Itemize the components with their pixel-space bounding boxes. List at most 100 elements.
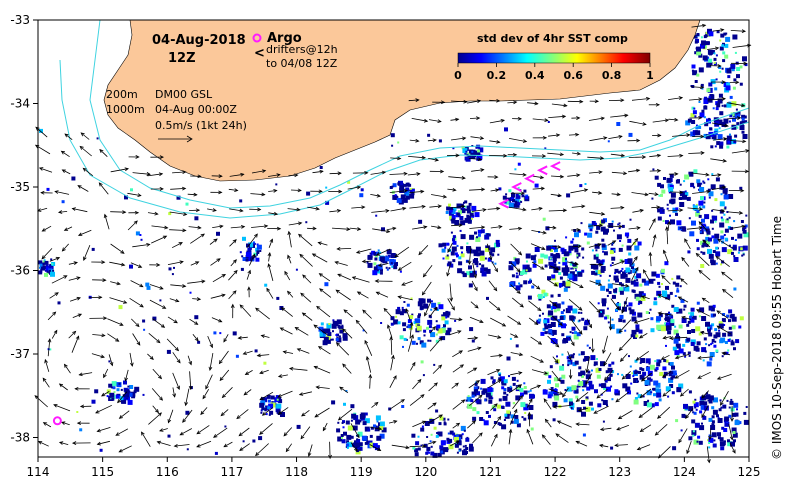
current-vector-head	[665, 226, 669, 231]
sst-pixel	[242, 257, 247, 261]
sst-pixel	[724, 341, 728, 344]
sst-pixel	[331, 400, 336, 405]
current-vector	[59, 383, 68, 391]
sst-pixel	[256, 243, 259, 246]
sst-pixel	[674, 295, 677, 297]
sst-pixel	[735, 113, 740, 119]
current-vector	[628, 227, 640, 230]
sst-pixel	[647, 399, 650, 402]
sst-pixel	[485, 268, 491, 274]
sst-pixel	[428, 451, 430, 454]
sst-pixel	[375, 214, 378, 217]
sst-pixel	[710, 184, 716, 190]
current-vector-head	[657, 133, 662, 138]
current-vector-head	[343, 309, 348, 314]
current-vector	[212, 225, 223, 228]
sst-pixel	[729, 400, 734, 405]
current-vector	[451, 382, 459, 389]
current-vector	[302, 312, 313, 321]
sst-pixel	[556, 355, 558, 358]
sst-pixel	[558, 261, 561, 264]
sst-pixel	[635, 296, 640, 301]
sst-pixel	[239, 199, 243, 203]
sst-pixel	[708, 82, 713, 87]
current-vector	[675, 353, 690, 359]
sst-pixel	[678, 383, 684, 389]
sst-pixel	[336, 319, 342, 325]
sst-pixel	[574, 389, 579, 394]
current-vector-head	[63, 363, 68, 368]
sst-pixel	[519, 284, 523, 288]
sst-pixel	[591, 369, 593, 372]
sst-pixel	[700, 196, 704, 200]
sst-pixel	[411, 340, 416, 345]
sst-pixel	[472, 416, 477, 421]
current-vector-head	[311, 253, 317, 258]
sst-pixel	[613, 249, 616, 252]
sst-pixel	[562, 260, 568, 266]
current-vector	[110, 168, 129, 173]
sst-pixel	[714, 220, 717, 223]
sst-pixel	[635, 328, 640, 333]
current-vector-head	[570, 341, 575, 347]
current-vector	[489, 99, 500, 102]
sst-pixel	[359, 193, 364, 198]
sst-pixel	[665, 322, 671, 328]
current-vector-head	[410, 334, 414, 339]
sst-pixel	[351, 413, 357, 419]
x-tick-label: 118	[285, 465, 308, 479]
sst-pixel	[699, 187, 705, 192]
sst-pixel	[168, 212, 172, 216]
current-vector-head	[538, 206, 543, 211]
current-vector	[268, 212, 278, 215]
sst-pixel	[318, 326, 324, 332]
sst-pixel	[501, 406, 505, 409]
current-vector-head	[405, 308, 409, 313]
current-vector	[678, 296, 689, 303]
current-vector-head	[567, 355, 572, 361]
current-vector	[268, 239, 273, 248]
current-vector-head	[223, 338, 228, 343]
current-vector	[510, 352, 523, 356]
sst-pixel	[427, 133, 431, 137]
argo-legend-label: Argo	[267, 31, 302, 46]
current-vector	[83, 167, 94, 177]
sst-pixel	[719, 399, 722, 402]
current-vector	[712, 138, 727, 141]
current-vector-head	[179, 260, 184, 265]
sst-pixel	[448, 203, 451, 207]
sst-pixel	[738, 325, 742, 329]
current-vector	[552, 356, 559, 364]
current-vector	[189, 318, 198, 325]
current-vector	[298, 233, 313, 247]
sst-pixel	[727, 338, 731, 342]
sst-pixel	[275, 183, 278, 186]
sst-pixel	[547, 394, 552, 399]
sst-pixel	[446, 314, 450, 318]
sst-pixel	[627, 258, 633, 264]
current-vector-head	[705, 172, 710, 177]
sst-pixel	[412, 446, 416, 450]
sst-pixel	[727, 439, 730, 443]
current-vector	[615, 391, 630, 403]
current-vector	[684, 238, 691, 250]
sst-pixel	[711, 173, 714, 176]
sst-pixel	[584, 183, 587, 185]
credit-text: © IMOS 10-Sep-2018 09:55 Hobart Time	[770, 216, 784, 460]
current-vector-head	[640, 295, 646, 299]
current-vector	[570, 319, 583, 335]
sst-pixel	[347, 425, 353, 431]
current-vector-head	[355, 319, 360, 324]
sst-pixel	[386, 249, 392, 255]
sst-pixel	[505, 401, 511, 407]
sst-pixel	[736, 126, 739, 129]
sst-pixel	[450, 251, 455, 256]
sst-pixel	[611, 262, 614, 264]
sst-pixel	[552, 257, 557, 262]
sst-pixel	[708, 196, 711, 199]
sst-pixel	[678, 324, 683, 329]
sst-pixel	[614, 389, 619, 394]
sst-pixel	[514, 201, 519, 206]
sst-pixel	[479, 263, 481, 266]
current-vector	[188, 226, 201, 229]
